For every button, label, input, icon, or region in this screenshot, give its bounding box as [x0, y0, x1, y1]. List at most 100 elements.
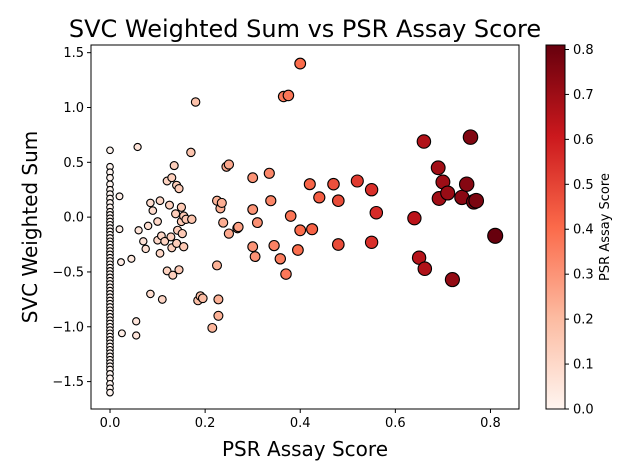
- data-point: [146, 289, 155, 299]
- data-point: [174, 184, 184, 194]
- data-point: [364, 183, 379, 197]
- data-point: [146, 198, 155, 208]
- data-point: [190, 97, 201, 107]
- data-point: [177, 228, 187, 239]
- data-point: [187, 214, 197, 225]
- data-point: [168, 270, 178, 280]
- data-point: [186, 147, 196, 158]
- data-point: [247, 172, 259, 184]
- data-point: [280, 268, 292, 280]
- data-point: [127, 254, 136, 263]
- data-point: [223, 159, 235, 170]
- points-layer: [106, 57, 504, 397]
- data-point: [331, 194, 345, 208]
- data-point: [115, 192, 124, 201]
- data-point: [306, 223, 319, 236]
- data-point: [294, 57, 307, 70]
- data-point: [263, 167, 275, 179]
- colorbar-tick-label: 0.8: [573, 43, 594, 58]
- y-tick-label: 1.0: [63, 101, 84, 116]
- data-point: [155, 248, 165, 258]
- data-point: [106, 146, 114, 155]
- data-point: [176, 202, 187, 212]
- chart-title: SVC Weighted Sum vs PSR Assay Score: [69, 15, 541, 43]
- data-point: [171, 209, 181, 219]
- data-point: [291, 244, 304, 256]
- data-point: [179, 242, 189, 252]
- data-point: [458, 176, 475, 192]
- colorbar-tick-label: 0.2: [573, 313, 594, 328]
- data-point: [117, 329, 126, 338]
- data-point: [294, 224, 307, 237]
- data-point: [155, 196, 165, 206]
- data-point: [132, 331, 141, 340]
- data-point: [462, 129, 479, 145]
- data-point: [444, 272, 460, 288]
- colorbar-label: PSR Assay Score: [598, 173, 613, 281]
- data-point: [249, 251, 261, 263]
- data-point: [274, 253, 287, 265]
- colorbar-tick-label: 0.5: [573, 178, 594, 193]
- data-point: [268, 239, 280, 252]
- x-tick-label: 0.0: [100, 416, 121, 431]
- data-point: [141, 244, 150, 254]
- y-tick-label: 1.5: [63, 46, 84, 61]
- data-point: [487, 227, 504, 244]
- x-tick-label: 0.2: [195, 416, 216, 431]
- data-point: [148, 206, 158, 215]
- data-point: [440, 185, 456, 201]
- y-tick-label: −0.5: [52, 265, 84, 280]
- colorbar-tick-label: 0.3: [573, 268, 594, 283]
- data-point: [247, 241, 259, 253]
- data-point: [213, 310, 224, 321]
- data-point: [350, 174, 364, 188]
- data-point: [160, 236, 170, 246]
- colorbar-ticks: 0.0 0.1 0.2 0.3 0.4 0.5 0.6 0.7 0.8: [565, 43, 594, 418]
- data-point: [303, 178, 316, 191]
- data-point: [251, 217, 263, 229]
- data-point: [430, 160, 446, 176]
- colorbar-tick-label: 0.4: [573, 223, 594, 238]
- data-point: [169, 161, 179, 171]
- data-point: [407, 211, 422, 226]
- data-point: [143, 221, 153, 231]
- y-axis-ticks: −1.5 −1.0 −0.5 0.0 0.5 1.0 1.5: [52, 46, 91, 390]
- data-point: [207, 322, 218, 333]
- data-point: [174, 265, 184, 275]
- y-tick-label: 0.0: [63, 211, 84, 226]
- data-point: [223, 228, 235, 239]
- colorbar: [545, 44, 566, 410]
- data-point: [364, 235, 379, 250]
- data-point: [117, 258, 125, 267]
- data-point: [327, 177, 340, 191]
- colorbar-tick-label: 0.6: [573, 133, 594, 148]
- data-point: [153, 217, 162, 226]
- data-point: [369, 205, 384, 220]
- data-point: [139, 237, 148, 246]
- x-axis-label: PSR Assay Score: [222, 437, 388, 461]
- data-point: [284, 210, 297, 222]
- colorbar-tick-label: 0.1: [573, 358, 594, 373]
- data-point: [132, 317, 141, 326]
- data-point: [106, 388, 114, 397]
- data-point: [247, 204, 259, 215]
- data-point: [106, 173, 114, 182]
- colorbar-tick-label: 0.0: [573, 403, 594, 418]
- data-point: [265, 195, 277, 207]
- data-point: [417, 261, 433, 276]
- data-point: [213, 294, 224, 305]
- data-point: [313, 191, 326, 204]
- data-point: [282, 89, 295, 102]
- data-point: [165, 200, 175, 210]
- y-axis-label: SVC Weighted Sum: [18, 131, 42, 324]
- data-point: [216, 197, 227, 208]
- data-point: [197, 293, 208, 304]
- y-tick-label: −1.5: [52, 375, 84, 390]
- data-point: [166, 232, 176, 242]
- plot-frame: [90, 44, 520, 410]
- x-tick-label: 0.8: [480, 416, 501, 431]
- data-point: [211, 260, 223, 271]
- colorbar-tick-label: 0.7: [573, 88, 594, 103]
- data-point: [134, 226, 143, 235]
